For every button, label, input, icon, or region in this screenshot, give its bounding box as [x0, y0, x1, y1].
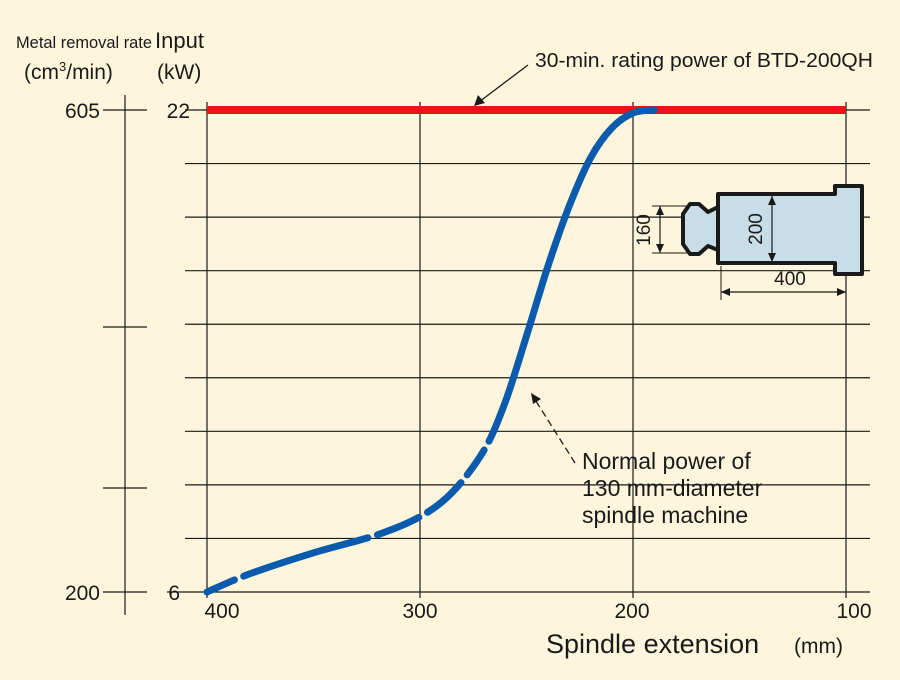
series-line-normal-power	[203, 106, 658, 596]
blue-series-label-line-1: Normal power of	[582, 448, 751, 474]
x-axis-title: Spindle extension	[546, 629, 759, 659]
left-axis	[103, 95, 147, 615]
red-series-annotation: 30-min. rating power of BTD-200QH	[474, 50, 873, 106]
x-tick-label-100: 100	[836, 600, 871, 623]
blue-series-label-line-2: 130 mm-diameter	[582, 475, 763, 501]
x-tick-label-200: 200	[614, 600, 649, 623]
red-series-label: 30-min. rating power of BTD-200QH	[535, 50, 873, 72]
x-axis-unit: (mm)	[794, 635, 843, 658]
left-axis-unit-suffix: /min)	[66, 61, 113, 84]
right-axis-unit: (kW)	[157, 61, 201, 84]
blue-series-annotation: Normal power of 130 mm-diameter spindle …	[531, 393, 763, 528]
dim-160-label: 160	[634, 214, 655, 246]
left-axis-unit-prefix: (cm	[24, 61, 59, 84]
right-tick-label-22: 22	[167, 100, 190, 123]
right-axis-title: Input	[155, 28, 204, 53]
blue-series-label-line-3: spindle machine	[582, 502, 748, 528]
left-axis-unit-sup: 3	[59, 59, 66, 74]
right-tick-label-6: 6	[168, 582, 180, 605]
series-group	[203, 106, 846, 596]
x-tick-label-400: 400	[204, 600, 239, 623]
left-axis-unit: (cm3/min)	[24, 59, 113, 84]
spindle-diagram: 160 200 400	[634, 184, 864, 300]
left-axis-title: Metal removal rate	[16, 33, 152, 52]
dim-400-label: 400	[774, 269, 806, 290]
x-tick-label-300: 300	[402, 600, 437, 623]
left-tick-label-605: 605	[65, 100, 100, 123]
left-tick-label-200: 200	[65, 582, 100, 605]
dim-200-label: 200	[746, 213, 767, 245]
